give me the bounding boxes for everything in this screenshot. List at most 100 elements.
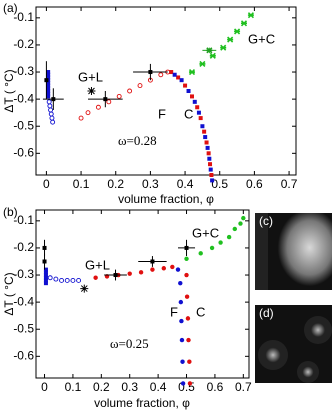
point	[240, 20, 248, 27]
point	[127, 271, 132, 276]
y-tick-label: -0.4	[13, 294, 34, 308]
y-tick-label: -0.2	[13, 240, 34, 254]
point	[47, 275, 53, 281]
point	[186, 337, 191, 343]
point	[59, 278, 65, 283]
inset-image-texture	[258, 340, 288, 370]
annotation: ω=0.25	[110, 336, 149, 351]
point	[209, 245, 215, 251]
panel-label: (a)	[3, 1, 18, 15]
point	[150, 259, 155, 264]
point	[179, 318, 184, 324]
x-tick-label: 0.7	[235, 380, 252, 394]
point	[43, 275, 48, 280]
point	[50, 119, 56, 125]
point	[49, 115, 55, 121]
point	[51, 97, 56, 102]
point	[46, 91, 51, 96]
point	[184, 256, 189, 261]
point	[178, 299, 184, 305]
point	[206, 151, 211, 156]
y-tick-label: -0.6	[13, 145, 34, 159]
point	[190, 94, 194, 99]
point	[227, 36, 234, 43]
point	[43, 278, 48, 283]
x-tick-label: 0.6	[246, 177, 263, 191]
point	[113, 273, 118, 278]
point	[204, 140, 209, 145]
point	[47, 103, 53, 109]
point	[137, 83, 143, 89]
point	[210, 178, 215, 183]
point	[176, 75, 181, 80]
annotation: G+C	[248, 31, 275, 46]
y-axis-title: ΔT ( °C)	[2, 69, 16, 112]
y-tick-label: -0.3	[13, 64, 34, 78]
y-tick-label: -0.5	[13, 321, 34, 335]
y-tick-label: -0.6	[13, 348, 34, 362]
point	[184, 272, 189, 278]
point	[196, 110, 201, 115]
y-tick-label: -0.1	[13, 10, 34, 24]
point	[138, 270, 144, 275]
point	[46, 80, 51, 85]
point	[43, 270, 48, 275]
point	[179, 337, 185, 343]
point	[43, 273, 48, 278]
x-tick-label: 0.5	[178, 380, 195, 394]
plot-frame	[35, 6, 297, 176]
x-tick-label: 0.3	[142, 177, 159, 191]
y-tick-label: -0.2	[13, 37, 34, 51]
point	[247, 12, 254, 19]
x-tick-label: 0	[43, 177, 50, 191]
annotation: C	[184, 106, 193, 121]
point	[232, 226, 237, 232]
point	[172, 72, 177, 77]
point	[199, 60, 206, 67]
point	[195, 105, 200, 110]
point	[44, 78, 49, 83]
x-axis-title: volume fraction, φ	[118, 192, 214, 206]
point	[180, 359, 185, 364]
point	[208, 167, 213, 172]
point	[202, 129, 207, 134]
point	[188, 68, 196, 76]
point	[200, 124, 205, 129]
point	[46, 86, 51, 91]
point	[234, 28, 241, 35]
point	[180, 381, 186, 386]
point	[46, 83, 51, 88]
point	[116, 93, 122, 99]
x-tick-label: 0.1	[73, 177, 90, 191]
x-tick-label: 0.4	[177, 177, 194, 191]
x-tick-label: 0	[41, 380, 48, 394]
point	[64, 278, 70, 283]
point	[80, 284, 89, 293]
point	[43, 281, 48, 286]
y-axis-title: ΔT ( °C)	[2, 272, 16, 315]
annotation: G+L	[85, 257, 110, 272]
point	[42, 245, 47, 250]
x-tick-label: 0.2	[93, 380, 110, 394]
point	[209, 173, 214, 177]
point	[85, 110, 91, 116]
annotation: F	[170, 304, 178, 319]
panel-label: (b)	[3, 205, 18, 219]
point	[46, 89, 51, 93]
point	[226, 234, 232, 240]
point	[53, 276, 59, 282]
point	[179, 78, 184, 83]
annotation: G+L	[78, 69, 103, 84]
x-tick-label: 0.2	[107, 177, 124, 191]
point	[46, 75, 51, 80]
x-tick-label: 0.6	[207, 380, 224, 394]
point	[150, 267, 155, 272]
point	[241, 215, 246, 221]
point	[175, 267, 181, 272]
point	[192, 99, 197, 104]
point	[220, 44, 227, 51]
y-tick-label: -0.5	[13, 118, 34, 132]
point	[169, 70, 174, 75]
point	[76, 278, 82, 283]
